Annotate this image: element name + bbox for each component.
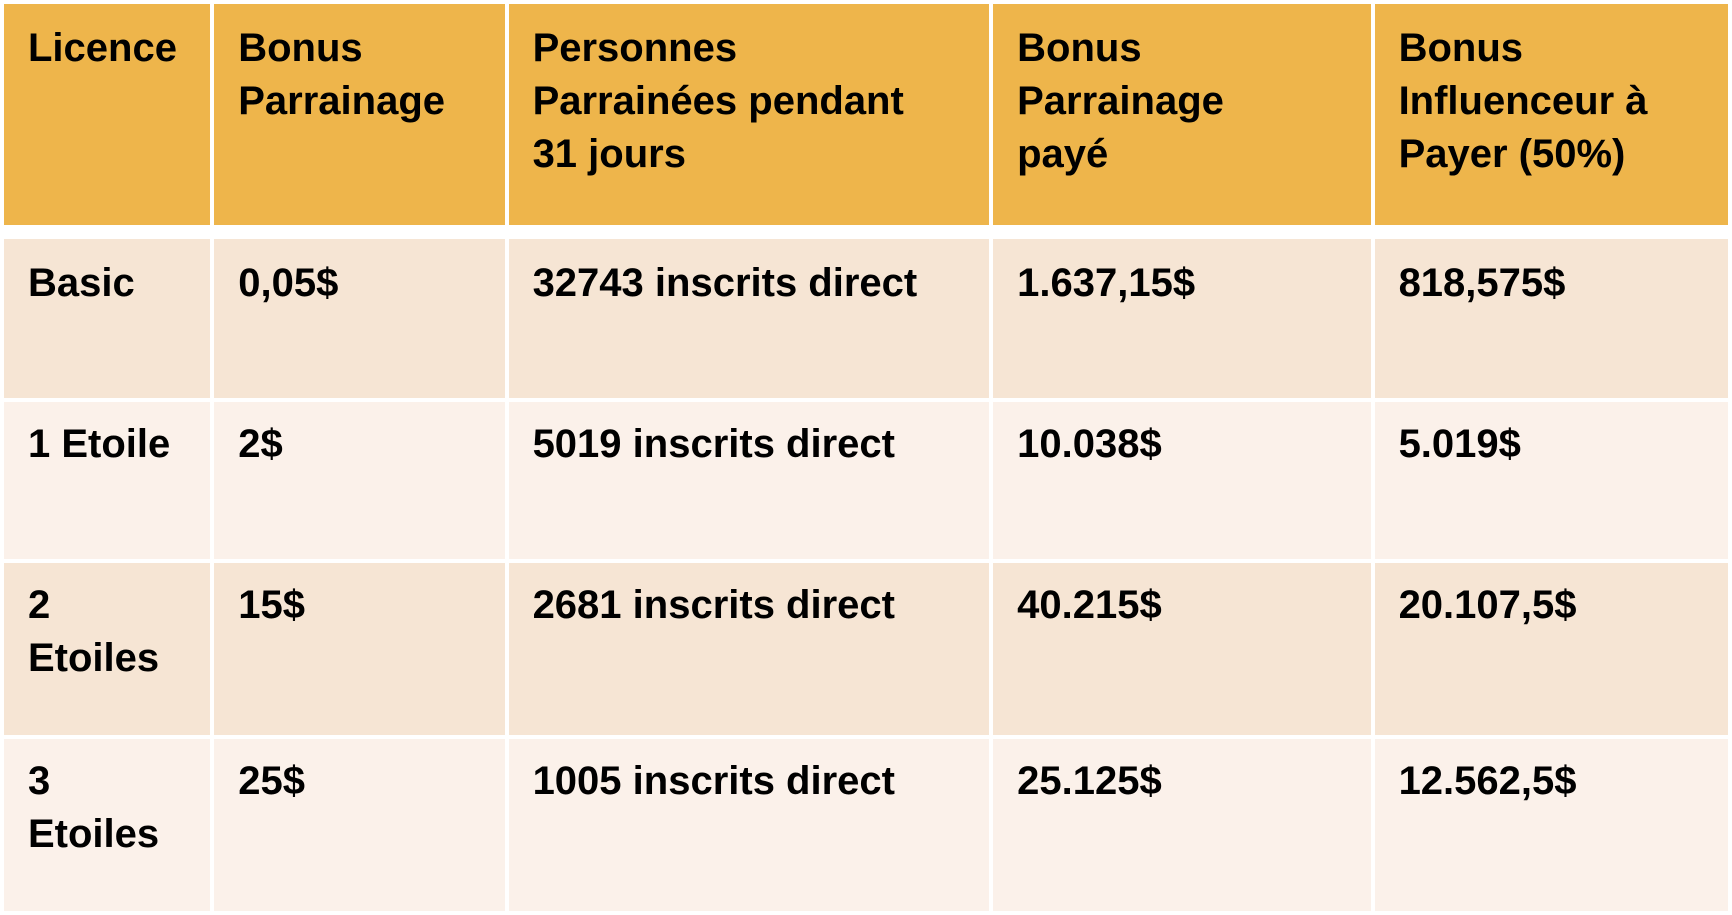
header-bonus-paye: Bonus Parrainage payé xyxy=(993,4,1371,225)
table-row: 2 Etoiles 15$ 2681 inscrits direct 40.21… xyxy=(4,563,1728,735)
header-bonus-influenceur: Bonus Influenceur à Payer (50%) xyxy=(1374,4,1728,225)
cell-licence: 1 Etoile xyxy=(4,402,211,559)
cell-bonus-parrainage: 2$ xyxy=(214,402,505,559)
cell-licence: 2 Etoiles xyxy=(4,563,211,735)
header-separator xyxy=(4,229,1728,235)
table-row: 3 Etoiles 25$ 1005 inscrits direct 25.12… xyxy=(4,739,1728,911)
cell-bonus-parrainage: 15$ xyxy=(214,563,505,735)
cell-bonus-influenceur: 5.019$ xyxy=(1374,402,1728,559)
cell-personnes: 2681 inscrits direct xyxy=(508,563,990,735)
cell-bonus-paye: 40.215$ xyxy=(993,563,1371,735)
cell-licence: 3 Etoiles xyxy=(4,739,211,911)
table-row: 1 Etoile 2$ 5019 inscrits direct 10.038$… xyxy=(4,402,1728,559)
cell-bonus-parrainage: 25$ xyxy=(214,739,505,911)
cell-personnes: 1005 inscrits direct xyxy=(508,739,990,911)
header-personnes-parrainees: Personnes Parrainées pendant 31 jours xyxy=(508,4,990,225)
cell-licence: Basic xyxy=(4,239,211,398)
cell-bonus-paye: 1.637,15$ xyxy=(993,239,1371,398)
table-row: Basic 0,05$ 32743 inscrits direct 1.637,… xyxy=(4,239,1728,398)
cell-bonus-influenceur: 20.107,5$ xyxy=(1374,563,1728,735)
cell-bonus-paye: 25.125$ xyxy=(993,739,1371,911)
cell-bonus-influenceur: 818,575$ xyxy=(1374,239,1728,398)
cell-personnes: 32743 inscrits direct xyxy=(508,239,990,398)
header-licence: Licence xyxy=(4,4,211,225)
cell-personnes: 5019 inscrits direct xyxy=(508,402,990,559)
cell-bonus-influenceur: 12.562,5$ xyxy=(1374,739,1728,911)
cell-bonus-paye: 10.038$ xyxy=(993,402,1371,559)
table-header-row: Licence Bonus Parrainage Personnes Parra… xyxy=(4,4,1728,225)
header-bonus-parrainage: Bonus Parrainage xyxy=(214,4,505,225)
cell-bonus-parrainage: 0,05$ xyxy=(214,239,505,398)
